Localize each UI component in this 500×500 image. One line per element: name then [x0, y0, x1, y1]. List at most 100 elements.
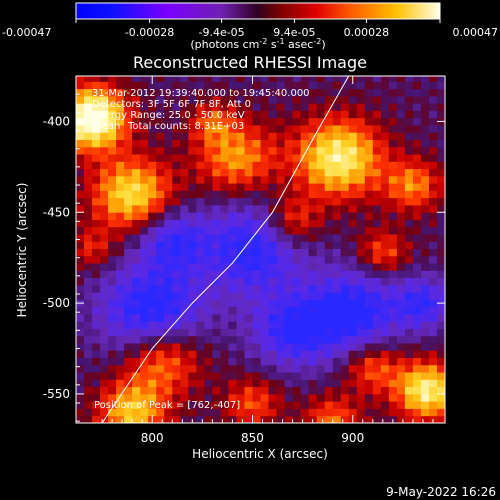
heatmap-cell [100, 401, 109, 409]
heatmap-cell [348, 168, 358, 177]
heatmap-cell [340, 343, 350, 351]
heatmap-cell [148, 277, 157, 286]
heatmap-cell [348, 226, 358, 235]
heatmap-cell [124, 393, 133, 402]
heatmap-cell [188, 277, 197, 286]
heatmap-cell [340, 190, 350, 199]
heatmap-cell [108, 110, 117, 119]
heatmap-cell [252, 401, 261, 409]
heatmap-cell [220, 161, 229, 170]
heatmap-cell [212, 379, 221, 388]
heatmap-cell [180, 408, 189, 417]
heatmap-cell [356, 103, 366, 111]
heatmap-cell [276, 415, 285, 423]
heatmap-cell [132, 146, 141, 155]
heatmap-cell [268, 183, 277, 191]
heatmap-cell [372, 76, 382, 82]
heatmap-cell [300, 255, 310, 264]
heatmap-cell [228, 103, 237, 111]
heatmap-cell [116, 132, 125, 140]
heatmap-cell [140, 95, 149, 104]
heatmap-cell [172, 372, 181, 380]
heatmap-cell [380, 132, 390, 140]
heatmap-cell [268, 408, 277, 417]
annotation-total-counts: Total counts: 8.31E+03 [127, 121, 244, 132]
heatmap-cell [140, 175, 149, 184]
heatmap-cell [148, 313, 157, 322]
heatmap-cell [372, 183, 382, 191]
heatmap-cell [348, 248, 358, 257]
heatmap-cell [332, 175, 342, 184]
heatmap-cell [364, 401, 374, 409]
heatmap-cell [196, 350, 205, 358]
heatmap-cell [164, 132, 173, 140]
heatmap-cell [188, 95, 197, 104]
heatmap-cell [220, 146, 229, 155]
heatmap-cell [260, 88, 269, 97]
heatmap-cell [332, 154, 342, 162]
heatmap-cell [428, 328, 438, 337]
heatmap-cell [188, 248, 197, 257]
heatmap-cell [116, 183, 125, 191]
heatmap-cell [124, 277, 133, 286]
heatmap-cell [188, 146, 197, 155]
heatmap-cell [388, 168, 398, 177]
heatmap-cell [420, 393, 430, 402]
heatmap-cell [276, 270, 285, 279]
heatmap-cell [412, 270, 422, 279]
heatmap-cell [380, 408, 390, 417]
heatmap-cell [244, 306, 253, 315]
heatmap-cell [196, 343, 205, 351]
heatmap-cell [252, 364, 261, 373]
heatmap-cell [188, 117, 197, 126]
heatmap-cell [228, 190, 237, 199]
heatmap-cell [164, 364, 173, 373]
heatmap-cell [244, 372, 253, 380]
heatmap-cell [84, 146, 93, 155]
heatmap-cell [332, 357, 342, 366]
heatmap-cell [364, 190, 374, 199]
heatmap-cell [308, 197, 318, 206]
heatmap-cell [188, 401, 197, 409]
heatmap-cell [220, 212, 229, 220]
heatmap-cell [212, 328, 221, 337]
heatmap-cell [260, 154, 269, 162]
heatmap-cell [108, 270, 117, 279]
heatmap-cell [276, 226, 285, 235]
heatmap-cell [404, 284, 414, 293]
heatmap-cell [132, 270, 141, 279]
heatmap-cell [308, 146, 318, 155]
heatmap-cell [212, 415, 221, 423]
heatmap-cell [316, 263, 326, 271]
heatmap-cell [172, 95, 181, 104]
heatmap-cell [340, 219, 350, 228]
heatmap-cell [292, 161, 302, 170]
heatmap-cell [188, 125, 197, 133]
heatmap-cell [300, 248, 310, 257]
heatmap-cell [412, 343, 422, 351]
heatmap-cell [316, 154, 326, 162]
heatmap-cell [180, 393, 189, 402]
heatmap-cell [324, 306, 334, 315]
heatmap-cell [124, 408, 133, 417]
heatmap-cell [396, 204, 406, 213]
heatmap-cell [204, 117, 213, 126]
heatmap-cell [332, 241, 342, 249]
heatmap-cell [420, 248, 430, 257]
heatmap-cell [180, 168, 189, 177]
heatmap-cell [228, 292, 237, 300]
heatmap-cell [380, 219, 390, 228]
heatmap-cell [92, 292, 101, 300]
heatmap-cell [236, 415, 245, 423]
heatmap-cell [324, 270, 334, 279]
heatmap-cell [172, 357, 181, 366]
heatmap-cell [364, 263, 374, 271]
heatmap-cell [316, 125, 326, 133]
heatmap-cell [340, 146, 350, 155]
heatmap-cell [132, 117, 141, 126]
heatmap-cell [140, 234, 149, 242]
heatmap-cell [388, 248, 398, 257]
heatmap-cell [276, 125, 285, 133]
heatmap-cell [292, 328, 302, 337]
heatmap-cell [196, 95, 205, 104]
